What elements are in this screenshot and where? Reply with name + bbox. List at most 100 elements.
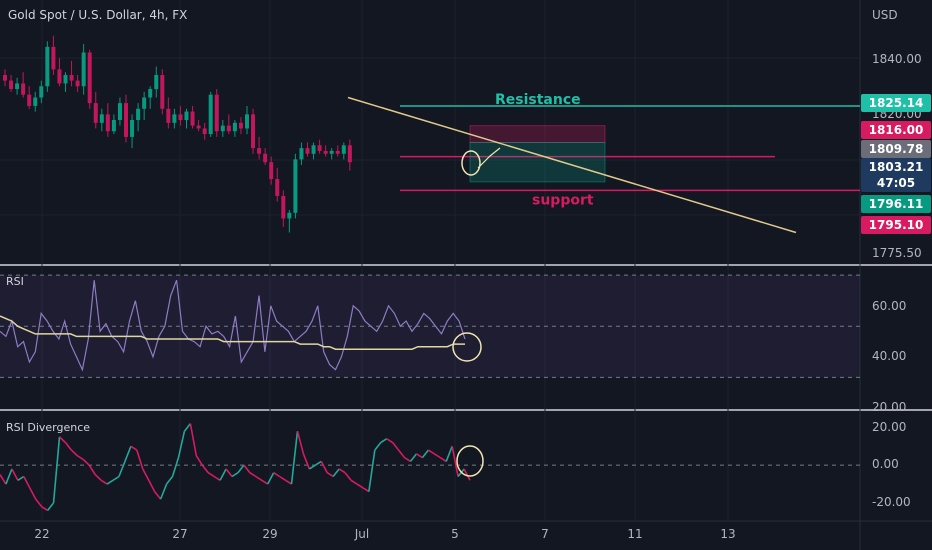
rsi-pane[interactable]: RSI <box>0 274 860 378</box>
divergence-segment[interactable] <box>70 449 78 457</box>
divergence-segment[interactable] <box>11 468 19 481</box>
candle-body[interactable] <box>275 179 280 196</box>
candle-body[interactable] <box>299 148 304 160</box>
divergence-segment[interactable] <box>177 431 186 458</box>
candle-body[interactable] <box>323 150 328 154</box>
divergence-segment[interactable] <box>433 453 441 459</box>
divergence-segment[interactable] <box>392 442 400 451</box>
candle-body[interactable] <box>57 69 62 84</box>
candle-body[interactable] <box>27 94 32 106</box>
price-pane[interactable]: Resistance support <box>3 35 860 234</box>
candle-body[interactable] <box>51 46 56 70</box>
divergence-segment[interactable] <box>302 453 311 470</box>
candle-body[interactable] <box>257 148 262 154</box>
candle-body[interactable] <box>329 150 334 154</box>
divergence-segment[interactable] <box>344 472 352 481</box>
candle-body[interactable] <box>238 122 243 129</box>
divergence-segment[interactable] <box>338 468 346 474</box>
candle-body[interactable] <box>15 83 20 90</box>
candle-body[interactable] <box>202 128 207 135</box>
divergence-segment[interactable] <box>267 472 275 485</box>
candle-body[interactable] <box>172 114 177 123</box>
divergence-segment[interactable] <box>261 479 269 485</box>
candle-body[interactable] <box>281 195 286 219</box>
candle-body[interactable] <box>317 145 322 151</box>
candle-body[interactable] <box>347 145 352 163</box>
candle-body[interactable] <box>341 145 346 154</box>
divergence-segment[interactable] <box>207 472 215 478</box>
candle-body[interactable] <box>178 114 183 120</box>
divergence-segment[interactable] <box>279 475 286 481</box>
divergence-segment[interactable] <box>142 468 150 481</box>
divergence-segment[interactable] <box>82 458 90 466</box>
candle-body[interactable] <box>208 94 213 135</box>
divergence-segment[interactable] <box>165 475 174 485</box>
symbol-title[interactable]: Gold Spot / U.S. Dollar, 4h, FX <box>8 8 187 22</box>
candle-body[interactable] <box>190 111 195 126</box>
candle-body[interactable] <box>251 114 256 149</box>
divergence-segment[interactable] <box>463 468 471 481</box>
divergence-segment[interactable] <box>439 456 447 463</box>
divergence-segment[interactable] <box>5 468 13 485</box>
candle-body[interactable] <box>75 80 80 87</box>
candle-body[interactable] <box>136 108 141 120</box>
divergence-segment[interactable] <box>308 464 316 470</box>
candle-body[interactable] <box>33 97 38 106</box>
candle-body[interactable] <box>287 212 292 219</box>
divergence-segment[interactable] <box>52 436 61 503</box>
divergence-segment[interactable] <box>225 468 233 477</box>
divergence-segment[interactable] <box>356 483 364 489</box>
candle-body[interactable] <box>9 80 14 90</box>
divergence-segment[interactable] <box>100 479 108 485</box>
divergence-segment[interactable] <box>386 438 394 444</box>
divergence-segment[interactable] <box>0 474 7 485</box>
divergence-segment[interactable] <box>64 442 73 451</box>
divergence-segment[interactable] <box>29 487 37 500</box>
candle-body[interactable] <box>305 148 310 154</box>
divergence-segment[interactable] <box>17 475 25 481</box>
divergence-segment[interactable] <box>35 498 43 508</box>
divergence-segment[interactable] <box>23 476 31 489</box>
divergence-segment[interactable] <box>404 456 411 463</box>
candle-body[interactable] <box>311 145 316 154</box>
divergence-segment[interactable] <box>219 468 227 481</box>
divergence-segment[interactable] <box>314 460 322 466</box>
divergence-segment[interactable] <box>118 461 126 477</box>
divergence-segment[interactable] <box>195 455 203 466</box>
candle-body[interactable] <box>69 75 74 81</box>
divergence-segment[interactable] <box>76 455 84 461</box>
divergence-segment[interactable] <box>451 446 459 477</box>
candle-body[interactable] <box>39 86 44 98</box>
candle-body[interactable] <box>263 153 268 163</box>
candle-body[interactable] <box>45 46 50 87</box>
divergence-segment[interactable] <box>296 431 305 455</box>
divergence-segment[interactable] <box>159 483 168 500</box>
divergence-segment[interactable] <box>213 475 221 481</box>
candle-body[interactable] <box>63 75 68 84</box>
divergence-segment[interactable] <box>285 479 292 485</box>
candle-body[interactable] <box>124 103 128 137</box>
price-tag[interactable] <box>861 140 931 158</box>
rsi-line[interactable] <box>0 279 466 372</box>
divergence-segment[interactable] <box>154 491 162 500</box>
divergence-segment[interactable] <box>249 472 257 478</box>
candle-body[interactable] <box>105 114 110 132</box>
price-tag[interactable] <box>861 216 931 234</box>
divergence-segment[interactable] <box>94 474 102 481</box>
price-tag[interactable] <box>861 94 931 112</box>
trendline[interactable] <box>347 96 797 234</box>
divergence-segment[interactable] <box>130 445 138 451</box>
rsi-divergence-pane[interactable]: RSI Divergence <box>0 421 860 512</box>
candle-body[interactable] <box>226 125 231 132</box>
candle-body[interactable] <box>269 162 274 180</box>
candle-body[interactable] <box>214 94 219 132</box>
divergence-segment[interactable] <box>189 423 198 456</box>
divergence-segment[interactable] <box>243 464 251 474</box>
divergence-segment[interactable] <box>112 475 120 481</box>
divergence-segment[interactable] <box>88 464 96 476</box>
divergence-segment[interactable] <box>136 449 144 470</box>
candle-body[interactable] <box>220 125 225 132</box>
price-tag[interactable] <box>861 121 931 139</box>
candle-body[interactable] <box>148 89 153 98</box>
